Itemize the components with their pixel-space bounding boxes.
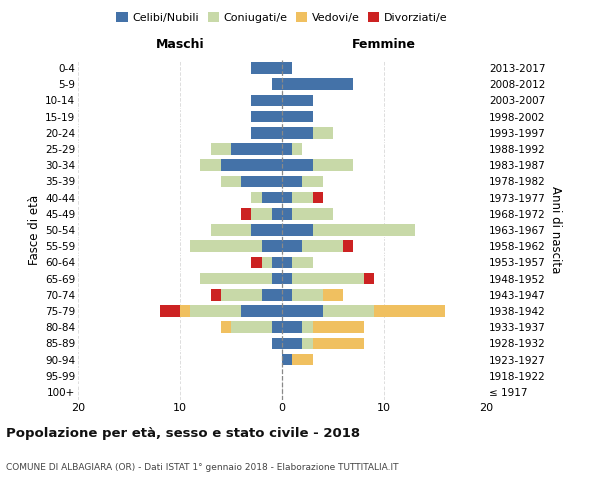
Bar bbox=[282, 176, 302, 188]
Bar bbox=[282, 62, 292, 74]
Bar bbox=[292, 272, 364, 284]
Bar bbox=[292, 256, 313, 268]
Y-axis label: Fasce di età: Fasce di età bbox=[28, 195, 41, 265]
Bar bbox=[282, 289, 292, 300]
Bar bbox=[231, 143, 282, 155]
Bar bbox=[323, 305, 374, 317]
Bar bbox=[282, 78, 353, 90]
Bar bbox=[282, 94, 313, 106]
Bar bbox=[292, 208, 333, 220]
Bar bbox=[241, 208, 251, 220]
Bar bbox=[313, 160, 353, 171]
Bar bbox=[221, 176, 241, 188]
Bar bbox=[272, 338, 282, 349]
Bar bbox=[211, 289, 221, 300]
Bar bbox=[282, 272, 292, 284]
Bar bbox=[313, 224, 415, 236]
Bar bbox=[200, 160, 221, 171]
Bar bbox=[313, 322, 364, 333]
Bar bbox=[364, 272, 374, 284]
Bar bbox=[251, 192, 262, 203]
Bar bbox=[323, 289, 343, 300]
Bar bbox=[292, 192, 313, 203]
Bar bbox=[282, 322, 302, 333]
Bar bbox=[282, 305, 323, 317]
Bar bbox=[221, 160, 282, 171]
Bar bbox=[190, 240, 262, 252]
Bar bbox=[282, 240, 302, 252]
Bar bbox=[251, 94, 282, 106]
Bar bbox=[251, 224, 282, 236]
Bar bbox=[211, 224, 251, 236]
Bar bbox=[231, 322, 272, 333]
Bar bbox=[282, 127, 313, 138]
Bar bbox=[272, 78, 282, 90]
Bar bbox=[221, 322, 231, 333]
Bar bbox=[272, 322, 282, 333]
Bar bbox=[302, 322, 313, 333]
Bar bbox=[282, 160, 313, 171]
Bar bbox=[343, 240, 353, 252]
Bar bbox=[292, 289, 323, 300]
Bar bbox=[282, 192, 292, 203]
Legend: Celibi/Nubili, Coniugati/e, Vedovi/e, Divorziati/e: Celibi/Nubili, Coniugati/e, Vedovi/e, Di… bbox=[112, 8, 452, 28]
Bar bbox=[292, 354, 313, 366]
Y-axis label: Anni di nascita: Anni di nascita bbox=[549, 186, 562, 274]
Bar bbox=[251, 127, 282, 138]
Bar bbox=[302, 240, 343, 252]
Text: Maschi: Maschi bbox=[155, 38, 205, 52]
Bar bbox=[262, 240, 282, 252]
Bar bbox=[262, 192, 282, 203]
Bar bbox=[282, 256, 292, 268]
Bar bbox=[241, 176, 282, 188]
Text: Popolazione per età, sesso e stato civile - 2018: Popolazione per età, sesso e stato civil… bbox=[6, 428, 360, 440]
Bar bbox=[221, 289, 262, 300]
Bar bbox=[262, 289, 282, 300]
Text: COMUNE DI ALBAGIARA (OR) - Dati ISTAT 1° gennaio 2018 - Elaborazione TUTTITALIA.: COMUNE DI ALBAGIARA (OR) - Dati ISTAT 1°… bbox=[6, 462, 398, 471]
Bar bbox=[251, 208, 272, 220]
Bar bbox=[282, 111, 313, 122]
Bar bbox=[160, 305, 180, 317]
Bar bbox=[282, 224, 313, 236]
Bar bbox=[272, 256, 282, 268]
Bar bbox=[180, 305, 190, 317]
Bar bbox=[313, 338, 364, 349]
Bar bbox=[302, 176, 323, 188]
Bar bbox=[282, 354, 292, 366]
Bar bbox=[282, 338, 302, 349]
Bar bbox=[313, 127, 333, 138]
Bar bbox=[262, 256, 272, 268]
Bar bbox=[190, 305, 241, 317]
Bar bbox=[302, 338, 313, 349]
Bar bbox=[292, 143, 302, 155]
Bar bbox=[200, 272, 272, 284]
Bar bbox=[282, 143, 292, 155]
Bar bbox=[272, 272, 282, 284]
Bar bbox=[313, 192, 323, 203]
Bar bbox=[251, 256, 262, 268]
Bar bbox=[241, 305, 282, 317]
Bar bbox=[374, 305, 445, 317]
Bar bbox=[211, 143, 231, 155]
Bar bbox=[251, 62, 282, 74]
Bar bbox=[272, 208, 282, 220]
Text: Femmine: Femmine bbox=[352, 38, 416, 52]
Bar bbox=[282, 208, 292, 220]
Bar bbox=[251, 111, 282, 122]
